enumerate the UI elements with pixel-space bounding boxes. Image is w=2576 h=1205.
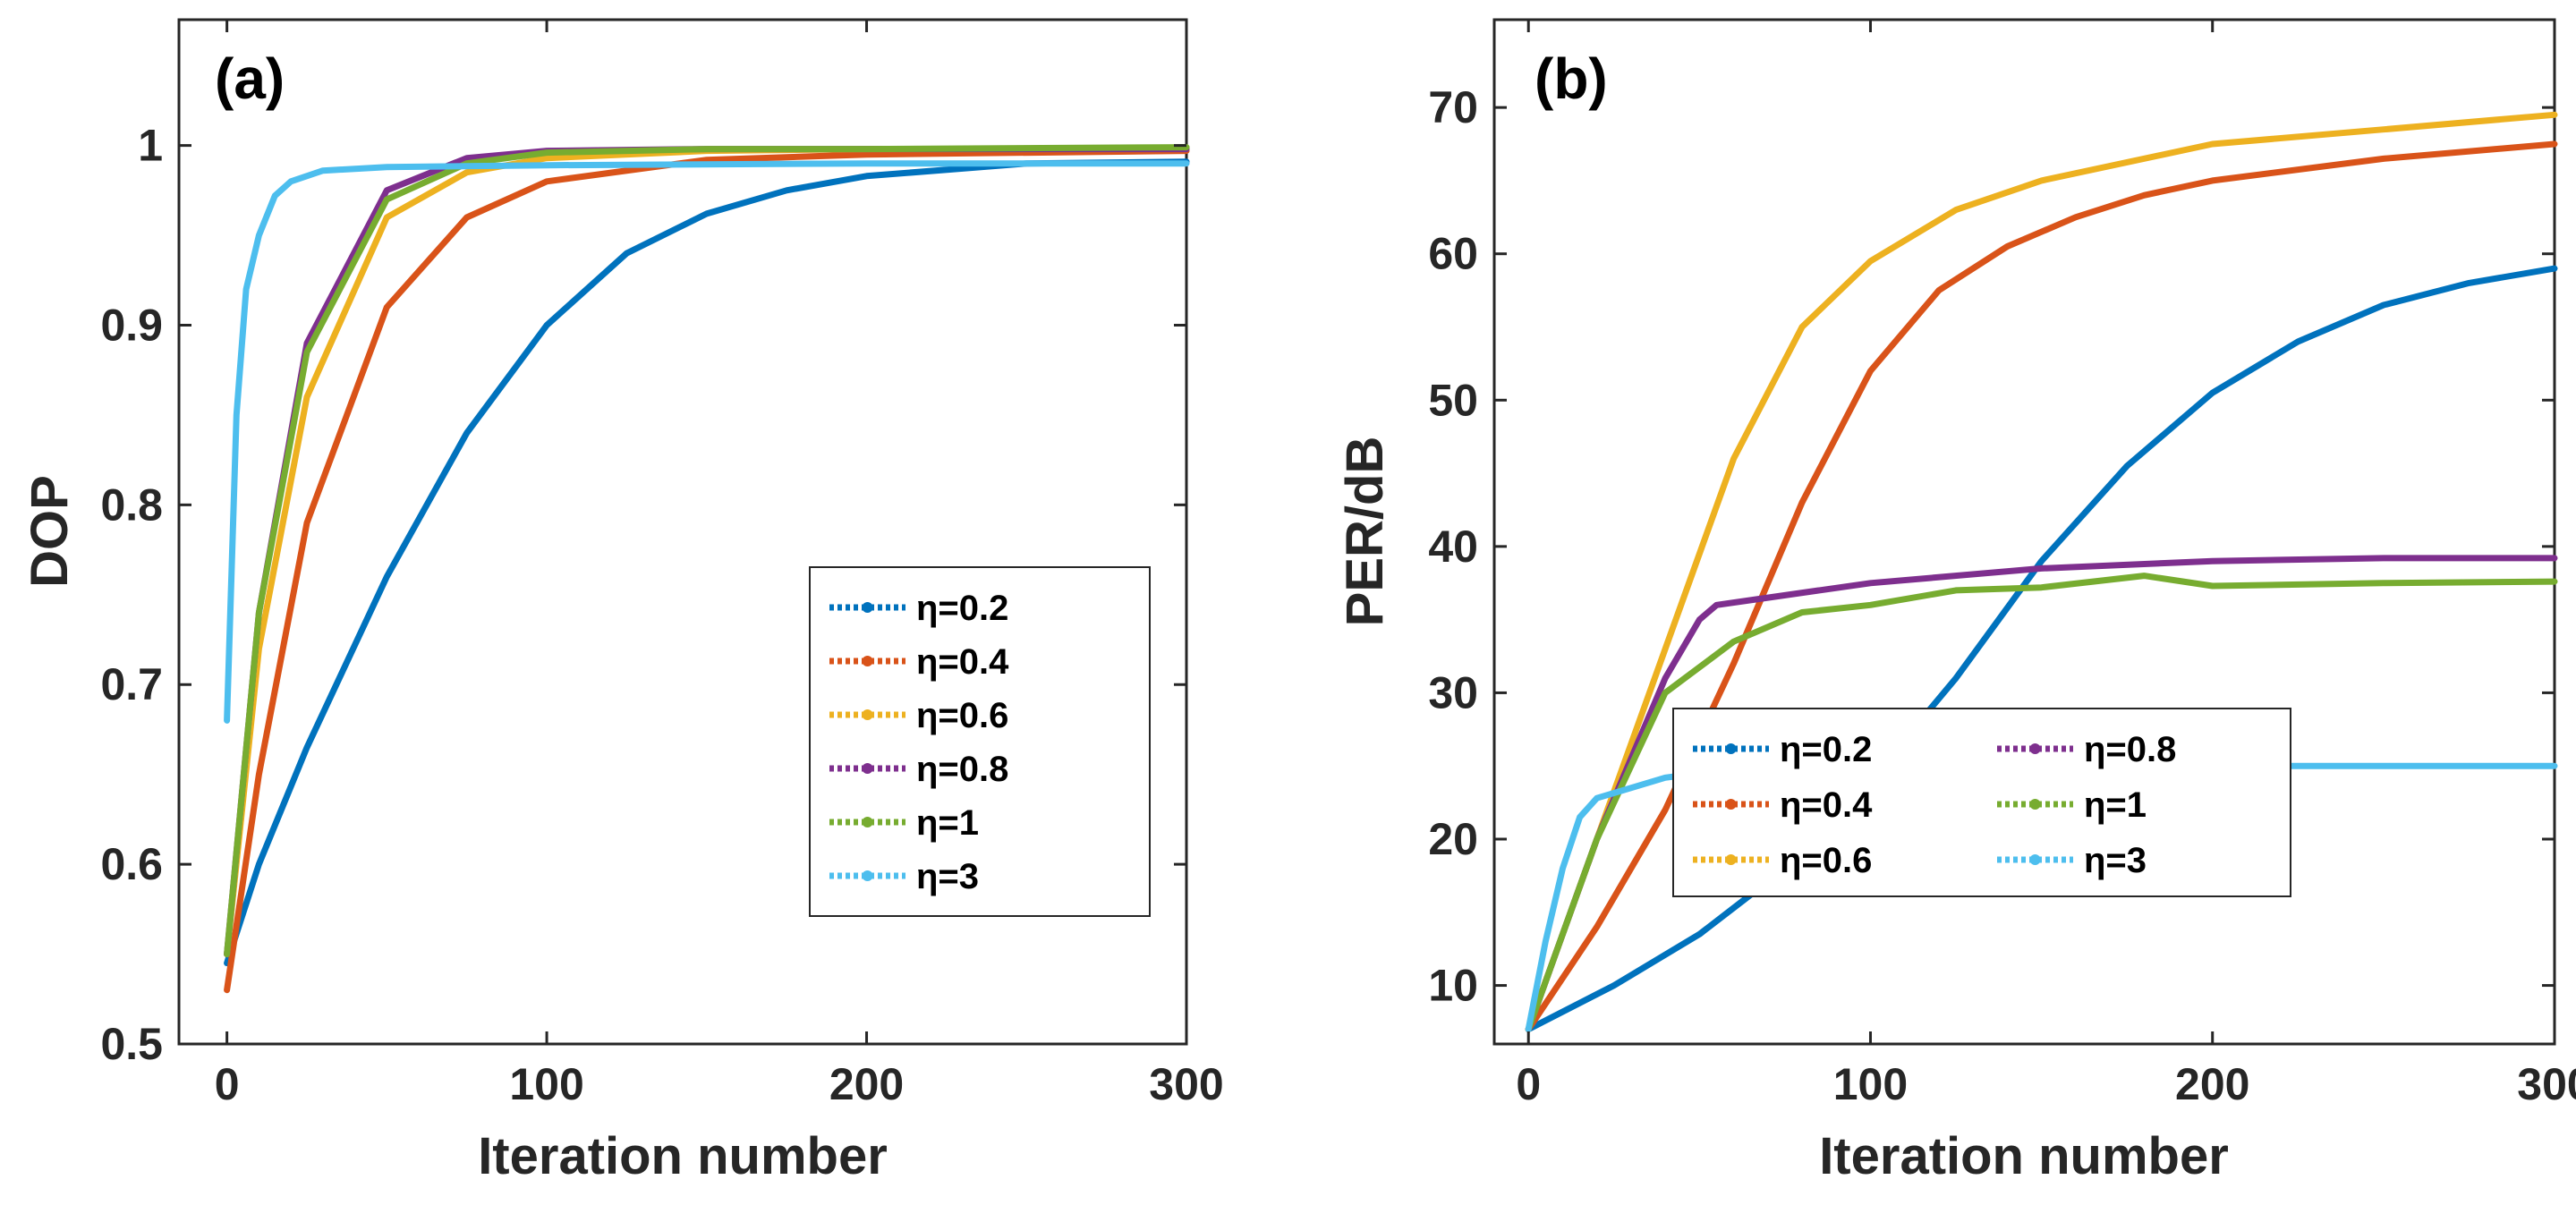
panel-a-legend-box (809, 566, 1151, 917)
panel-b-legend-label-1: η=0.4 (1780, 785, 1873, 825)
panel-a-legend-marker-5 (862, 870, 873, 881)
panel-a-legend-marker-3 (862, 763, 873, 774)
panel-b-legend-marker-5 (2029, 854, 2041, 865)
panel-a-legend-label-3: η=0.8 (916, 750, 1008, 789)
panel-a-legend-marker-1 (862, 656, 873, 666)
panel-a-series-line-1 (224, 148, 1190, 994)
panel-a-y-tick-label: 0.6 (100, 839, 163, 889)
panel-b-y-tick-label: 10 (1428, 961, 1478, 1011)
panel-a-x-tick-label: 0 (215, 1059, 240, 1109)
panel-b-legend-marker-0 (1725, 743, 1737, 754)
panel-a-legend-label-2: η=0.6 (916, 696, 1008, 735)
panel-a-legend-marker-2 (862, 709, 873, 720)
panel-b-per-chart: 0 100 200 300 10 20 30 40 50 60 70 (b) Iteration n… (1336, 18, 2576, 1185)
panel-b-x-tick-label: 200 (2175, 1059, 2249, 1109)
panel-a-legend-label-0: η=0.2 (916, 589, 1008, 628)
panel-b-legend: η=0.2 η=0.4 η=0.6 η=0.8 η=1 η=3 (1672, 708, 2291, 897)
panel-b-series-line-3 (1525, 555, 2558, 1033)
panel-a-label: (a) (215, 47, 285, 111)
panel-a-legend-label-4: η=1 (916, 803, 979, 843)
panel-a-x-tick-label: 300 (1149, 1059, 1223, 1109)
panel-b-label: (b) (1535, 47, 1608, 111)
panel-a-y-tick-label: 1 (138, 121, 163, 171)
panel-a-series-line-5 (224, 160, 1190, 724)
panel-a-series-line-0 (224, 158, 1190, 967)
panel-b-x-tick-label: 0 (1516, 1059, 1541, 1109)
panel-a-y-tick-label: 0.9 (100, 300, 163, 350)
panel-b-legend-label-4: η=1 (2084, 785, 2147, 825)
panel-b-legend-label-5: η=3 (2084, 841, 2147, 880)
panel-b-series-line-2 (1525, 111, 2558, 1033)
panel-a-y-tick-label: 0.7 (100, 659, 163, 709)
panel-b-legend-marker-1 (1725, 799, 1737, 810)
panel-b-legend-label-2: η=0.6 (1780, 841, 1872, 880)
panel-b-series-line-4 (1525, 573, 2558, 1033)
panel-b-legend-marker-2 (1725, 854, 1737, 865)
panel-a-legend-marker-4 (862, 817, 873, 827)
panel-b-x-axis-label: Iteration number (1819, 1127, 2229, 1185)
panel-a-legend-label-5: η=3 (916, 857, 979, 896)
panel-b-y-tick-label: 40 (1428, 522, 1478, 572)
panel-a-legend-marker-0 (862, 602, 873, 613)
panel-b-legend-marker-4 (2029, 799, 2041, 810)
panel-b-x-tick-label: 100 (1833, 1059, 1908, 1109)
panel-b-y-tick-label: 30 (1428, 667, 1478, 717)
panel-b-x-tick-label: 300 (2517, 1059, 2576, 1109)
panel-a-legend: η=0.2 η=0.4 η=0.6 η=0.8 η=1 η=3 (809, 566, 1151, 917)
panel-b-y-axis-label: PER/dB (1336, 437, 1394, 627)
panel-a-x-tick-label: 200 (829, 1059, 904, 1109)
panel-a-legend-label-1: η=0.4 (916, 642, 1009, 682)
panel-b-legend-box (1672, 708, 2291, 897)
panel-b-legend-label-3: η=0.8 (2084, 730, 2176, 769)
panel-a-series-layer (224, 144, 1190, 994)
panel-a-dop-chart: 0 100 200 300 0.5 0.6 0.7 0.8 0.9 1 (a) Iteration… (21, 18, 1224, 1185)
panel-a-ticks: 0 100 200 300 0.5 0.6 0.7 0.8 0.9 1 (100, 20, 1224, 1109)
panel-a-y-tick-label: 0.8 (100, 479, 163, 530)
panel-b-y-tick-label: 50 (1428, 375, 1478, 425)
panel-b-ticks: 0 100 200 300 10 20 30 40 50 60 70 (1428, 20, 2576, 1109)
panel-a-y-axis-label: DOP (21, 475, 79, 588)
panel-b-y-tick-label: 60 (1428, 229, 1478, 279)
panel-b-legend-label-0: η=0.2 (1780, 730, 1872, 769)
panel-b-y-tick-label: 20 (1428, 814, 1478, 864)
panel-a-y-tick-label: 0.5 (100, 1019, 163, 1069)
panel-b-y-tick-label: 70 (1428, 82, 1478, 132)
panel-b-series-line-1 (1525, 140, 2558, 1033)
panel-a-x-tick-label: 100 (509, 1059, 583, 1109)
panel-b-legend-marker-3 (2029, 743, 2041, 754)
panel-a-x-axis-label: Iteration number (478, 1127, 888, 1185)
panel-b-series-line-0 (1525, 265, 2558, 1033)
